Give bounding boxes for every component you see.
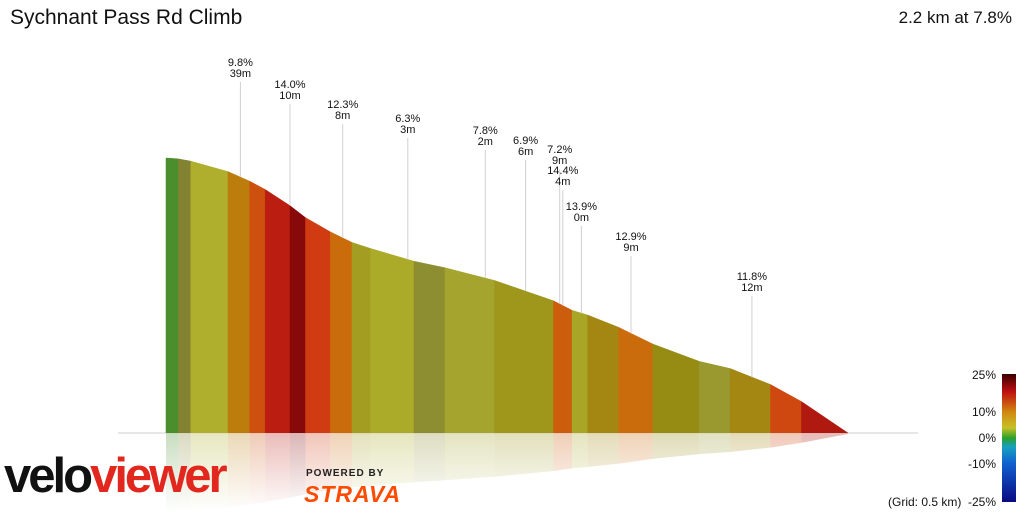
annotation-length: 2m — [478, 136, 493, 148]
profile-segment — [264, 189, 291, 434]
annotation-grade: 12.9% — [615, 231, 646, 243]
powered-by-label: POWERED BY — [306, 468, 385, 479]
profile-segment — [370, 248, 415, 434]
scale-label-10: 10% — [971, 405, 996, 419]
scale-label-0: 0% — [978, 431, 996, 445]
profile-segment — [249, 180, 266, 434]
veloviewer-logo: veloviewer — [4, 449, 228, 503]
annotation-length: 12m — [741, 282, 762, 294]
profile-segment — [494, 280, 554, 434]
annotation-length: 9m — [623, 242, 638, 254]
profile-segment — [165, 157, 179, 434]
profile-segment — [618, 326, 653, 434]
annotation-grade: 9.8% — [228, 57, 253, 69]
profile-segment — [587, 314, 619, 434]
annotation-grade: 13.9% — [566, 201, 597, 213]
profile-segment — [178, 158, 192, 434]
profile-segment — [770, 384, 802, 434]
annotation-length: 8m — [335, 110, 350, 122]
annotation-grade: 6.9% — [513, 135, 538, 147]
annotation-length: 3m — [400, 124, 415, 136]
profile-segment — [444, 267, 495, 434]
profile-segment — [289, 205, 306, 434]
profile-segment — [729, 368, 771, 434]
annotation-length: 39m — [230, 68, 251, 80]
annotation-length: 6m — [518, 146, 533, 158]
profile-segment — [801, 401, 849, 434]
annotation-length: 0m — [574, 212, 589, 224]
profile-bars — [165, 157, 849, 434]
annotation-length: 4m — [555, 176, 570, 188]
annotation-grade: 11.8% — [737, 271, 768, 283]
annotation-grade: 6.3% — [395, 113, 420, 125]
chart-title: Sychnant Pass Rd Climb — [10, 6, 243, 29]
annotation-grade: 7.8% — [473, 125, 498, 137]
scale-label-max: 25% — [971, 368, 996, 382]
profile-segment — [305, 217, 331, 434]
profile-segment — [413, 260, 446, 434]
gradient-color-scale — [1002, 374, 1016, 502]
annotation-grade: 14.4% — [547, 165, 578, 177]
grid-note: (Grid: 0.5 km) — [888, 495, 962, 509]
annotation-grade: 14.0% — [274, 79, 305, 91]
scale-label-min: -25% — [967, 495, 996, 509]
annotation-length: 9m — [552, 155, 567, 167]
climb-summary: 2.2 km at 7.8% — [898, 8, 1012, 27]
profile-segment — [698, 361, 731, 434]
profile-segment — [190, 160, 229, 434]
gradient-annotations: 9.8%39m 14.0%10m 12.3%8m 6.3%3m 7.8%2m 6.9%6m… — [228, 57, 768, 378]
profile-segment — [351, 242, 371, 434]
reflection-fade — [118, 434, 918, 512]
profile-segment — [571, 309, 588, 434]
profile-segment — [227, 171, 250, 434]
profile-segment — [330, 231, 353, 434]
profile-segment — [652, 343, 700, 434]
scale-label-neg10: -10% — [967, 457, 996, 471]
annotation-length: 10m — [279, 90, 300, 102]
annotation-grade: 7.2% — [547, 144, 572, 156]
annotation-grade: 12.3% — [327, 99, 358, 111]
profile-segment — [553, 300, 573, 434]
strava-logo: STRAVA — [304, 481, 402, 507]
